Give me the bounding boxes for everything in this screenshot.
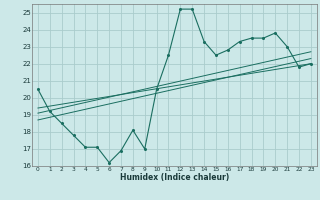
X-axis label: Humidex (Indice chaleur): Humidex (Indice chaleur): [120, 173, 229, 182]
